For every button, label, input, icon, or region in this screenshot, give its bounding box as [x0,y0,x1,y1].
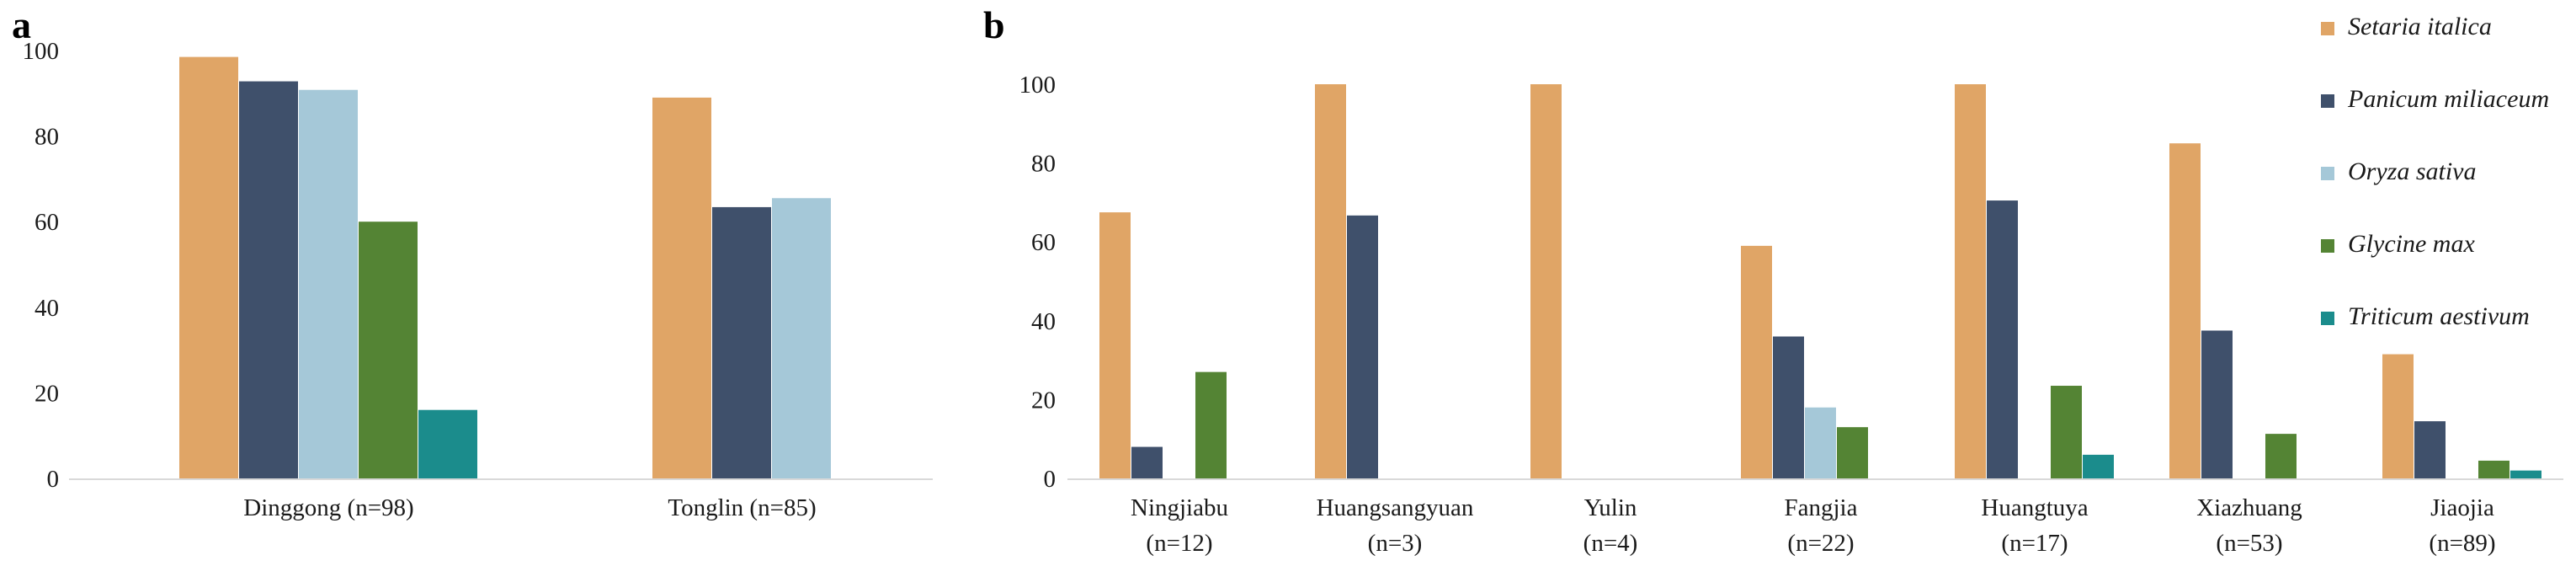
bar-triticum-aestivum-huangtuya [2083,454,2114,478]
category-label: Jiaojia [2430,494,2494,521]
bar-panicum-miliaceum-huangsangyuan [1347,215,1378,478]
y-tick-label: 40 [35,295,59,322]
y-tick-label: 0 [47,466,60,493]
bar-setaria-italica-tonglin-n-85 [652,97,711,478]
panel-label-a: a [12,3,31,46]
legend-label-glycine-max: Glycine max [2348,230,2475,258]
legend-swatch-oryza-sativa [2321,167,2334,180]
legend-label-setaria-italica: Setaria italica [2348,13,2492,40]
y-tick-label: 0 [1044,466,1056,493]
bar-panicum-miliaceum-jiaojia [2414,421,2446,478]
y-tick-label: 100 [1019,72,1056,99]
bar-glycine-max-jiaojia [2478,460,2509,478]
bar-glycine-max-huangtuya [2051,386,2082,478]
category-label: (n=22) [1787,530,1854,557]
category-label: (n=53) [2216,530,2282,557]
bar-panicum-miliaceum-tonglin-n-85 [712,206,771,479]
category-label: (n=89) [2429,530,2495,557]
category-label: (n=12) [1146,530,1212,557]
chart-a: 0 20 40 60 80 100 Dinggong (n=98) Tonglin (n=85… [23,38,933,521]
y-tick-label: 60 [1031,229,1056,256]
y-tick-label: 20 [1031,387,1056,414]
bar-setaria-italica-jiaojia [2382,354,2414,478]
bar-panicum-miliaceum-huangtuya [1987,200,2018,478]
category-label: (n=17) [2001,530,2068,557]
category-label: Ningjiabu [1131,494,1228,521]
bar-oryza-sativa-dinggong-n-98 [299,89,358,479]
category-label: (n=4) [1583,530,1638,557]
bar-glycine-max-fangjia [1837,427,1868,478]
category-label: (n=3) [1368,530,1423,557]
panel-label-b: b [983,3,1005,46]
bar-glycine-max-dinggong-n-98 [359,222,418,478]
legend-label-panicum-miliaceum: Panicum miliaceum [2347,85,2549,113]
category-label: Xiazhuang [2196,494,2302,521]
bar-glycine-max-xiazhuang [2265,434,2297,478]
bar-setaria-italica-huangsangyuan [1315,84,1346,478]
bar-oryza-sativa-tonglin-n-85 [772,198,831,478]
bar-setaria-italica-dinggong-n-98 [179,56,238,479]
legend-swatch-triticum-aestivum [2321,312,2334,325]
bar-panicum-miliaceum-dinggong-n-98 [239,81,298,479]
bar-setaria-italica-yulin [1530,84,1562,478]
legend-swatch-setaria-italica [2321,22,2334,35]
bar-setaria-italica-fangjia [1741,245,1772,478]
bar-panicum-miliaceum-fangjia [1773,336,1804,478]
y-tick-label: 100 [23,38,60,65]
bar-panicum-miliaceum-ningjiabu [1131,446,1163,478]
y-tick-label: 20 [35,380,59,407]
category-label: Fangjia [1785,494,1858,521]
bar-triticum-aestivum-jiaojia [2510,470,2541,478]
category-label: Huangtuya [1981,494,2088,521]
chart-b: 0 20 40 60 80 100 Ningjiabu (n=12) Huangsangyuan… [1019,72,2563,557]
bar-glycine-max-ningjiabu [1195,371,1227,478]
bar-triticum-aestivum-dinggong-n-98 [418,409,477,478]
y-tick-label: 40 [1031,308,1056,335]
bar-oryza-sativa-fangjia [1805,407,1836,478]
legend-swatch-glycine-max [2321,239,2334,253]
legend-label-oryza-sativa: Oryza sativa [2348,158,2477,185]
bar-panicum-miliaceum-xiazhuang [2201,330,2233,478]
legend: Setaria italica Panicum miliaceum Oryza sa… [2321,13,2549,330]
bar-setaria-italica-xiazhuang [2169,143,2201,478]
category-label: Tonglin (n=85) [668,494,816,521]
y-tick-label: 80 [35,124,59,151]
category-label: Huangsangyuan [1317,494,1474,521]
legend-label-triticum-aestivum: Triticum aestivum [2348,302,2530,330]
y-tick-label: 80 [1031,151,1056,178]
bar-setaria-italica-huangtuya [1955,84,1986,478]
bar-setaria-italica-ningjiabu [1099,212,1131,478]
legend-swatch-panicum-miliaceum [2321,94,2334,108]
category-label: Yulin [1584,494,1637,521]
y-tick-label: 60 [35,209,59,236]
category-label: Dinggong (n=98) [243,494,413,521]
